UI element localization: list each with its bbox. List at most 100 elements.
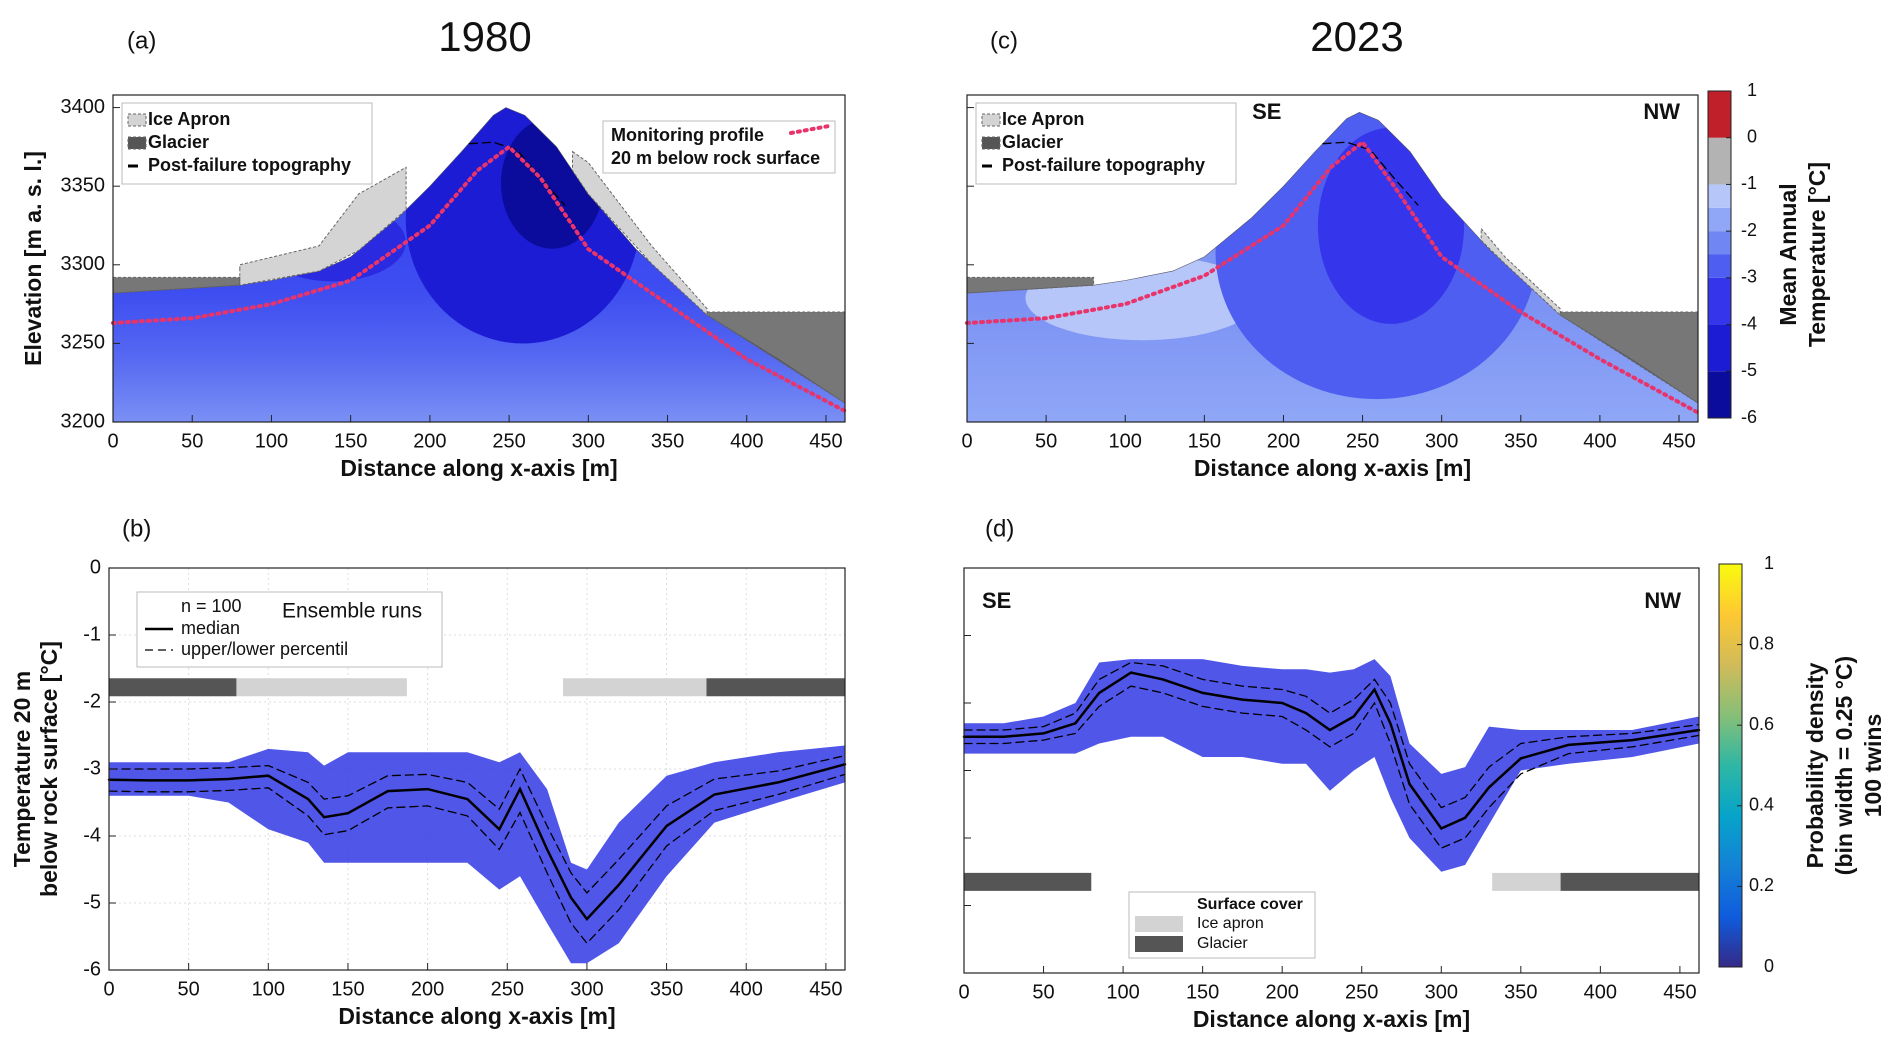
series-line — [962, 671, 1701, 831]
x-tick-label: 350 — [650, 978, 683, 1000]
colorbar-band — [1708, 254, 1731, 278]
y-tick-label: 3200 — [61, 410, 106, 432]
x-tick-label: 450 — [1662, 430, 1695, 452]
x-tick-label: 100 — [252, 978, 285, 1000]
panel-label: (d) — [985, 515, 1014, 542]
x-axis-label: Distance along x-axis [m] — [1194, 455, 1471, 481]
x-tick-label: 150 — [331, 978, 364, 1000]
legend-label: Ensemble runs — [282, 600, 422, 623]
legend-label: Ice Apron — [148, 109, 230, 129]
field-contour — [1317, 127, 1465, 324]
x-tick-label: 300 — [572, 430, 605, 452]
x-tick-label: 400 — [730, 978, 763, 1000]
colorbar-label: (bin width = 0.25 °C) — [1831, 656, 1857, 875]
colorbar-tick-label: -4 — [1741, 313, 1757, 333]
x-tick-label: 100 — [1106, 981, 1139, 1003]
series-line — [108, 754, 846, 894]
x-tick-label: 0 — [107, 430, 118, 452]
x-axis-label: Distance along x-axis [m] — [340, 455, 617, 481]
series-line — [107, 763, 847, 922]
series-line — [963, 685, 1700, 849]
series-line — [1322, 141, 1419, 206]
legend-label: Glacier — [1197, 935, 1248, 952]
surface-cover — [706, 311, 846, 405]
series-line — [963, 661, 1700, 809]
y-tick-label: -3 — [83, 757, 101, 779]
annotation: NW — [1644, 588, 1681, 613]
colorbar-tick-label: 1 — [1747, 80, 1757, 100]
legend-swatch — [981, 113, 1001, 127]
legend-swatch — [1135, 936, 1183, 952]
legend-label: Monitoring profile — [611, 125, 764, 145]
colorbar-tick-label: -3 — [1741, 267, 1757, 287]
colorbar-band — [1708, 371, 1731, 418]
colorbar-tick-label: 0.8 — [1749, 633, 1774, 653]
y-tick-label: -5 — [83, 891, 101, 913]
y-axis-label: below rock surface [°C] — [36, 641, 62, 897]
x-tick-label: 400 — [1583, 430, 1616, 452]
cover-bar — [563, 678, 707, 697]
panel-label: (a) — [127, 27, 156, 54]
colorbar-tick-label: 1 — [1764, 553, 1774, 573]
colorbar-band — [1708, 231, 1731, 255]
x-tick-label: 400 — [730, 430, 763, 452]
x-tick-label: 200 — [411, 978, 444, 1000]
topography — [966, 111, 1699, 404]
colorbar-tick-label: -2 — [1741, 220, 1757, 240]
colorbar-band — [1708, 137, 1731, 185]
colorbar-tick-label: 0.2 — [1749, 875, 1774, 895]
cover-bar — [706, 678, 845, 697]
legend-label: Post-failure topography — [148, 155, 351, 175]
colorbar-tick-label: 0 — [1747, 126, 1757, 146]
legend-title: Surface cover — [1197, 896, 1303, 913]
legend-label: 20 m below rock surface — [611, 148, 820, 168]
ensemble-density — [109, 745, 845, 964]
legend-label: upper/lower percentil — [181, 639, 348, 659]
legend-swatch — [127, 136, 147, 150]
surface-cover — [1480, 227, 1561, 317]
y-tick-label: 3250 — [61, 332, 106, 354]
surface-cover — [572, 150, 708, 317]
legend-label: Post-failure topography — [1002, 155, 1205, 175]
x-tick-label: 450 — [809, 978, 842, 1000]
x-tick-label: 100 — [255, 430, 288, 452]
x-tick-label: 0 — [103, 978, 114, 1000]
panel-label: (b) — [122, 515, 151, 542]
x-tick-label: 0 — [958, 981, 969, 1003]
x-tick-label: 150 — [1188, 430, 1221, 452]
colorbar-tick-label: -1 — [1741, 173, 1757, 193]
annotation: SE — [1252, 99, 1281, 124]
x-tick-label: 450 — [1663, 981, 1696, 1003]
series-line — [111, 144, 847, 413]
colorbar-tick-label: 0.6 — [1749, 714, 1774, 734]
legend-label: Ice Apron — [1002, 109, 1084, 129]
legend-box — [975, 102, 1237, 185]
x-tick-label: 150 — [334, 430, 367, 452]
panel-title: 1980 — [438, 13, 531, 60]
colorbar-tick-label: -6 — [1741, 407, 1757, 427]
x-tick-label: 250 — [1345, 981, 1378, 1003]
legend-swatch — [1135, 916, 1183, 932]
axes-frame — [966, 94, 1699, 423]
surface-cover — [1559, 311, 1699, 405]
annotation: NW — [1643, 99, 1680, 124]
colorbar-band — [1708, 184, 1731, 208]
surface-cover — [239, 166, 407, 286]
x-tick-label: 250 — [492, 430, 525, 452]
series-line — [965, 139, 1700, 415]
colorbar-frame — [1718, 563, 1743, 968]
colorbar-frame — [1707, 90, 1732, 419]
colorbar-label: Mean Annual — [1775, 183, 1801, 325]
colorbar-band — [1708, 91, 1731, 138]
y-tick-label: -1 — [83, 623, 101, 645]
y-tick-label: 0 — [90, 556, 101, 578]
colorbar-band — [1708, 207, 1731, 232]
legend-label: median — [181, 618, 240, 638]
y-axis-label: Elevation [m a. s. l.] — [20, 151, 46, 366]
colorbar-band — [1708, 277, 1731, 325]
colorbar-tick-label: 0.4 — [1749, 795, 1774, 815]
x-tick-label: 50 — [1035, 430, 1057, 452]
axes-frame — [112, 94, 846, 423]
x-tick-label: 100 — [1109, 430, 1142, 452]
